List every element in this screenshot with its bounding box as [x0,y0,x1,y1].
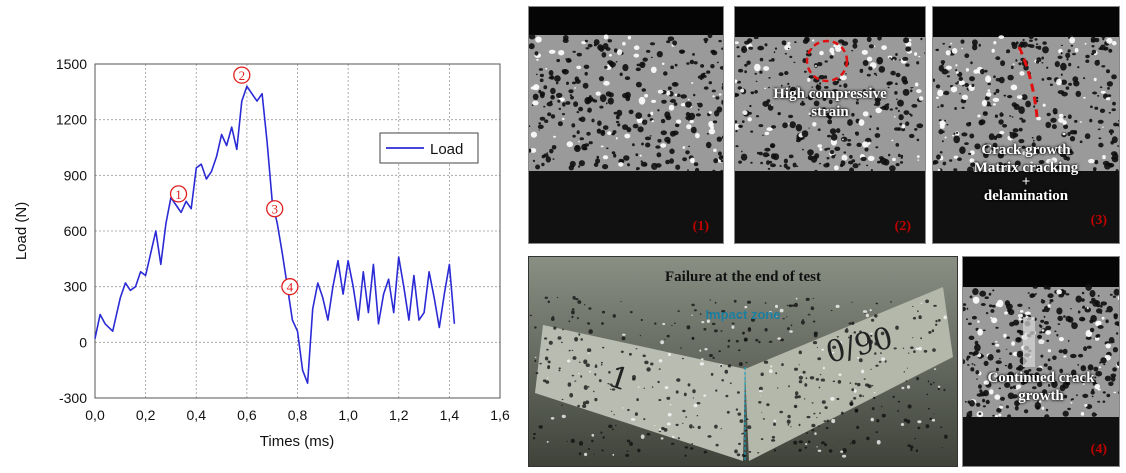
specimen-photo-2 [735,7,925,243]
panel-4-caption-line1: Continued crack [987,370,1095,386]
compression-circle [805,39,849,83]
panel-label-4: (4) [1090,442,1107,457]
x-tick-label: 0,6 [237,407,257,423]
y-tick-label: -300 [59,390,87,406]
y-tick-label: 0 [79,334,87,350]
panel-2-caption-line1: High compressive [773,86,887,102]
legend-entry-load: Load [430,141,463,158]
specimen-v-shape: 1 0/90 [529,257,957,466]
y-tick-label: 1200 [56,112,87,128]
y-tick-label: 600 [64,223,88,239]
stage-markers: 1 2 3 4 [169,66,299,296]
x-axis-title: Times (ms) [260,433,334,450]
series-line-load [94,85,456,384]
panel-4-caption-line2: growth [1018,388,1064,404]
x-tick-label: 1,4 [440,407,460,423]
x-tick-labels: 0,0 0,2 0,4 0,6 0,8 1,0 1,2 1,4 1,6 [85,407,510,423]
x-tick-label: 0,8 [288,407,308,423]
x-tick-label: 1,0 [338,407,358,423]
photo-panel-4: Continued crack growth (4) [962,256,1120,467]
stage-marker-label: 4 [287,280,294,295]
stage-marker-3: 3 [266,200,284,218]
y-tick-labels: -300 0 300 600 900 1200 1500 [56,56,87,406]
stage-marker-4: 4 [281,278,299,296]
y-tick-label: 1500 [56,56,87,72]
failed-specimen-photo: 1 0/90 Failure at the end of test Impact… [528,256,958,467]
load-time-chart: -300 0 300 600 900 1200 1500 0,0 0,2 0,4 0,6 0,8 1,… [13,56,510,450]
photo-panel-3: Crack growth Matrix cracking + delaminat… [932,6,1120,244]
specimen-photo-3 [933,7,1119,243]
stage-marker-2: 2 [233,66,251,84]
x-tick-label: 0,0 [85,407,105,423]
stage-marker-label: 3 [271,202,278,217]
panel-label-3: (3) [1090,213,1107,228]
panel-label-1: (1) [692,219,709,234]
stage-marker-label: 1 [175,187,182,202]
panel-3-caption-line3: + [1021,174,1031,190]
panel-2-caption-line2: strain [811,104,849,120]
specimen-photo-4 [963,257,1119,466]
x-tick-label: 0,4 [187,407,207,423]
plot-area-frame [94,63,501,399]
photo-panel-2: High compressive strain (2) [734,6,926,244]
panel-label-2: (2) [894,219,911,234]
x-tick-label: 0,2 [136,407,156,423]
y-tick-label: 900 [64,167,88,183]
specimen-right-arm [745,287,953,461]
y-axis-title: Load (N) [13,202,30,260]
failure-title: Failure at the end of test [665,269,821,285]
impact-zone-label: Impact zone [705,307,781,322]
x-tick-label: 1,2 [389,407,409,423]
panel-3-caption-line1: Crack growth [981,142,1071,158]
y-tick-label: 300 [64,279,88,295]
x-tick-label: 1,6 [490,407,510,423]
panel-3-caption-line4: delamination [983,188,1069,204]
stage-marker-label: 2 [239,68,246,83]
photo-panel-1: (1) [528,6,724,244]
stage-marker-1: 1 [169,185,188,203]
panel-3-caption-line2: Matrix cracking [973,160,1079,176]
crack-path [1017,46,1039,118]
legend: Load [379,132,479,164]
specimen-photo-1 [529,7,723,243]
